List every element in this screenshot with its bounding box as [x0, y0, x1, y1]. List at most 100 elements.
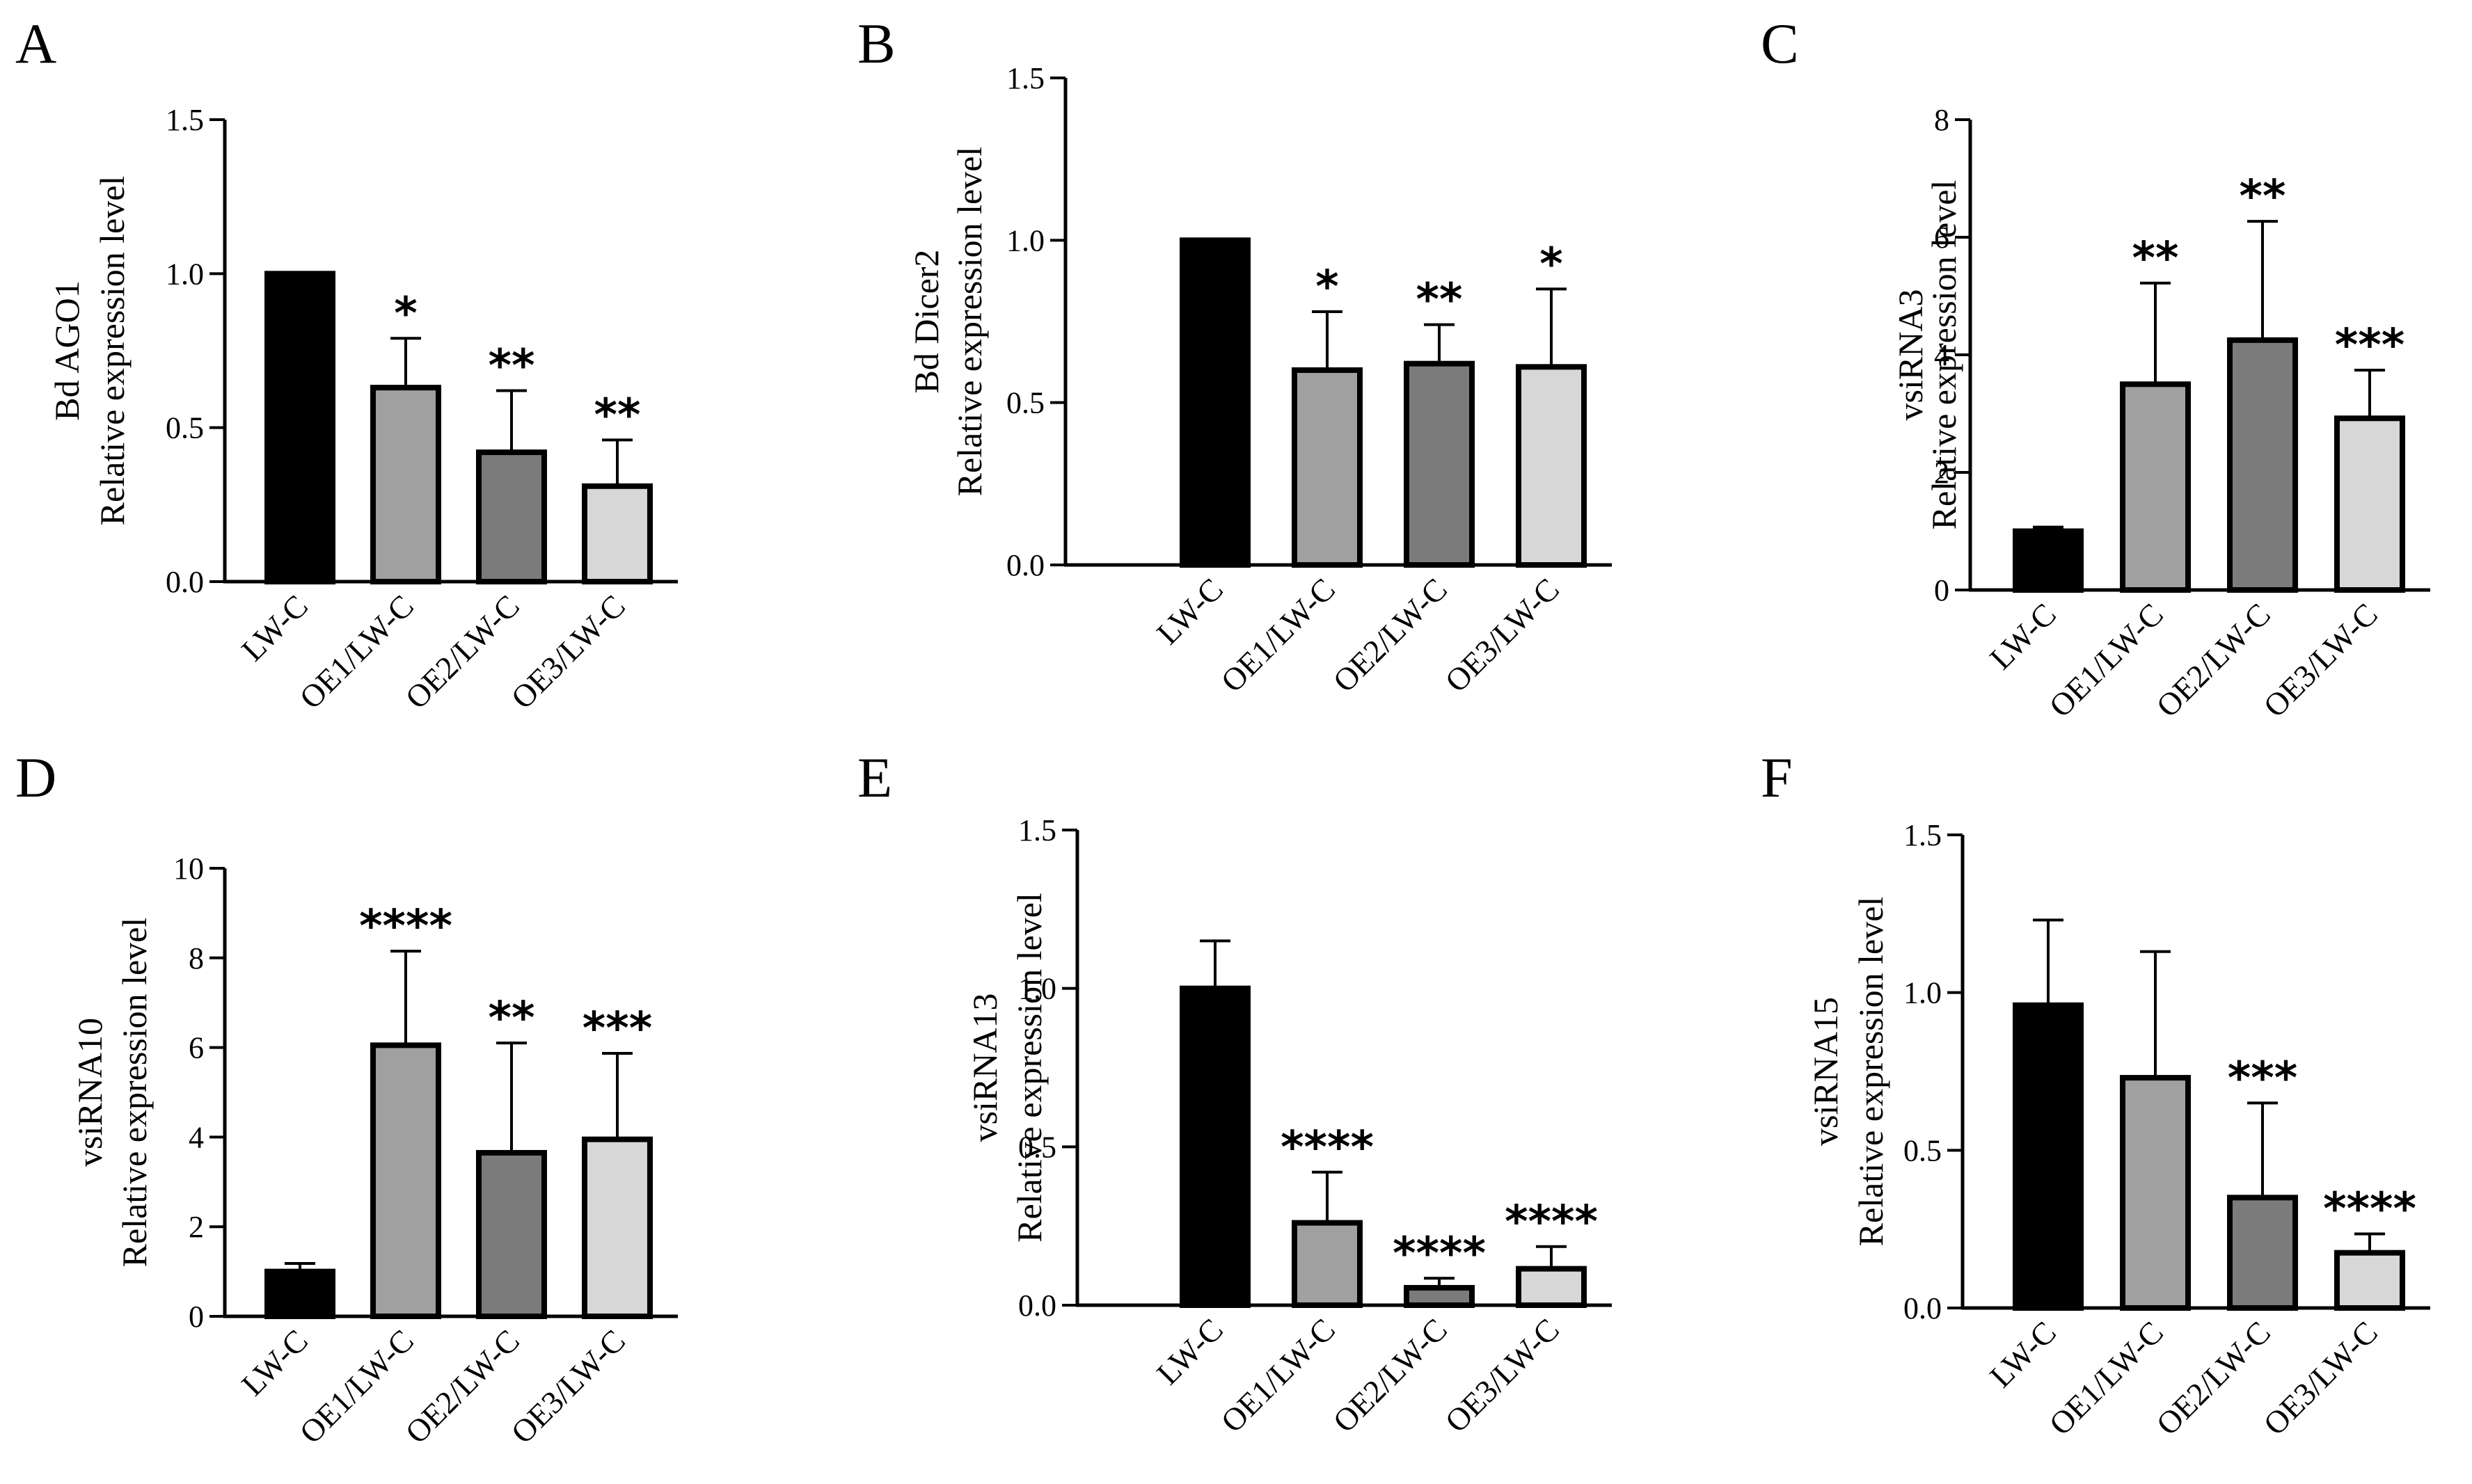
bar-oe2-lw-c — [2227, 337, 2298, 593]
bar-oe2-lw-c — [476, 449, 547, 585]
x-category-label: OE1/LW-C — [1214, 1311, 1342, 1439]
bar-oe1-lw-c — [2120, 1075, 2191, 1311]
y-tick-label: 2 — [189, 1210, 204, 1244]
significance-label: **** — [359, 901, 452, 952]
y-tick-label: 0.0 — [1006, 548, 1045, 582]
x-category-label: OE3/LW-C — [1438, 571, 1566, 699]
significance-label: * — [1315, 262, 1338, 313]
y-tick-label: 0.5 — [1903, 1133, 1942, 1167]
panel-letter: C — [1761, 12, 1799, 75]
y-axis-title: Relative expression level — [1851, 897, 1890, 1247]
significance-label: *** — [2335, 320, 2404, 372]
x-category-label: LW-C — [235, 1323, 315, 1403]
y-tick-label: 2 — [1934, 456, 1949, 490]
panel-letter: A — [15, 12, 56, 75]
bar-oe2-lw-c — [476, 1149, 547, 1319]
x-category-label: OE1/LW-C — [2042, 1314, 2170, 1442]
significance-label: *** — [583, 1003, 652, 1055]
y-tick-label: 1.5 — [1903, 818, 1942, 852]
x-category-label: OE3/LW-C — [1438, 1311, 1566, 1439]
bar-oe2-lw-c — [1404, 360, 1475, 568]
bar-oe1-lw-c — [370, 385, 441, 584]
y-axis-title-gene: vsiRNA15 — [1806, 997, 1845, 1146]
x-category-label: LW-C — [235, 588, 315, 668]
chart-panel-a: A 0.0 0.5 1.0 1.5 Bd AGO1 Relative expression … — [15, 12, 678, 716]
bar-oe1-lw-c — [2120, 381, 2191, 593]
y-axis-title-gene: Bd AGO1 — [47, 280, 86, 420]
significance-label: ** — [489, 341, 535, 392]
y-axis-title-gene: vsiRNA10 — [70, 1018, 109, 1167]
chart-panel-e: E 0.0 0.5 1.0 1.5 vsiRNA13 Relative expression… — [857, 746, 1612, 1439]
x-category-label: OE1/LW-C — [292, 1323, 420, 1451]
x-category-label: OE3/LW-C — [2256, 596, 2384, 724]
significance-label: **** — [1281, 1122, 1374, 1174]
y-axis-title: Relative expression level — [1924, 180, 1963, 530]
chart-panel-d: D 0 2 4 6 8 10 vsiRNA10 Relative expression leve… — [15, 746, 678, 1451]
significance-label: **** — [1393, 1228, 1486, 1279]
chart-panel-b: B 0.0 0.5 1.0 1.5 Bd Dicer2 Relative expressio… — [857, 12, 1612, 699]
y-tick-label: 0.5 — [1018, 1130, 1056, 1164]
y-tick-label: 1.0 — [1006, 223, 1045, 257]
significance-label: * — [394, 288, 417, 340]
y-tick-label: 6 — [1934, 221, 1949, 255]
y-axis-title-gene: vsiRNA13 — [965, 994, 1004, 1142]
y-axis-title-gene: Bd Dicer2 — [907, 250, 946, 394]
x-category-label: LW-C — [1150, 1311, 1230, 1391]
x-category-label: OE3/LW-C — [504, 588, 632, 716]
bar-oe1-lw-c — [1292, 367, 1363, 568]
bar-oe1-lw-c — [1292, 1220, 1363, 1308]
x-category-label: OE2/LW-C — [2149, 1314, 2277, 1442]
significance-label: ** — [594, 390, 641, 441]
x-category-label: OE2/LW-C — [398, 588, 526, 716]
significance-label: * — [1539, 239, 1562, 290]
y-tick-label: 0 — [189, 1300, 204, 1334]
significance-label: **** — [1505, 1197, 1598, 1248]
y-tick-label: 1.5 — [166, 103, 204, 137]
panel-letter: E — [857, 746, 892, 809]
y-tick-label: 1.5 — [1018, 813, 1056, 847]
significance-label: ** — [2132, 233, 2179, 285]
bar-oe2-lw-c — [2227, 1195, 2298, 1311]
significance-label: *** — [2228, 1053, 2297, 1104]
bar-oe3-lw-c — [2334, 1250, 2405, 1311]
x-category-label: LW-C — [1150, 571, 1230, 651]
panel-letter: B — [857, 12, 896, 75]
y-tick-label: 1.0 — [166, 257, 204, 291]
x-category-label: LW-C — [1983, 1314, 2063, 1394]
y-tick-label: 6 — [189, 1031, 204, 1065]
chart-panel-f: F 0.0 0.5 1.0 1.5 vsiRNA15 Relative expression… — [1761, 746, 2430, 1442]
bar-lw-c — [2013, 528, 2084, 593]
bar-oe3-lw-c — [1516, 364, 1587, 568]
x-category-label: OE2/LW-C — [2149, 596, 2277, 724]
y-tick-label: 10 — [173, 852, 204, 886]
significance-label: ** — [1416, 275, 1463, 326]
x-category-label: OE3/LW-C — [504, 1323, 632, 1451]
y-tick-label: 0.0 — [1018, 1288, 1056, 1323]
panel-letter: F — [1761, 746, 1793, 809]
y-tick-label: 1.5 — [1006, 61, 1045, 95]
y-tick-label: 0.5 — [166, 411, 204, 445]
bar-oe3-lw-c — [2334, 415, 2405, 593]
bar-lw-c — [1180, 237, 1251, 568]
x-category-label: OE1/LW-C — [292, 588, 420, 716]
bar-oe3-lw-c — [1516, 1266, 1587, 1309]
y-tick-label: 8 — [1934, 103, 1949, 137]
y-axis-title: Relative expression level — [115, 918, 154, 1268]
bar-oe3-lw-c — [582, 1136, 653, 1319]
bar-oe3-lw-c — [582, 483, 653, 584]
bar-oe1-lw-c — [370, 1042, 441, 1319]
x-category-label: LW-C — [1983, 596, 2063, 676]
x-category-label: OE2/LW-C — [1326, 571, 1454, 699]
significance-label: **** — [2323, 1183, 2416, 1235]
x-category-label: OE3/LW-C — [2256, 1314, 2384, 1442]
bar-lw-c — [1180, 985, 1251, 1308]
y-tick-label: 0.5 — [1006, 386, 1045, 420]
y-tick-label: 8 — [189, 941, 204, 975]
bar-lw-c — [264, 1268, 335, 1319]
bar-lw-c — [2013, 1002, 2084, 1311]
y-tick-label: 1.0 — [1018, 972, 1056, 1006]
x-category-label: OE1/LW-C — [1214, 571, 1342, 699]
bar-oe2-lw-c — [1404, 1284, 1475, 1308]
y-axis-title-gene: vsiRNA3 — [1891, 289, 1930, 421]
